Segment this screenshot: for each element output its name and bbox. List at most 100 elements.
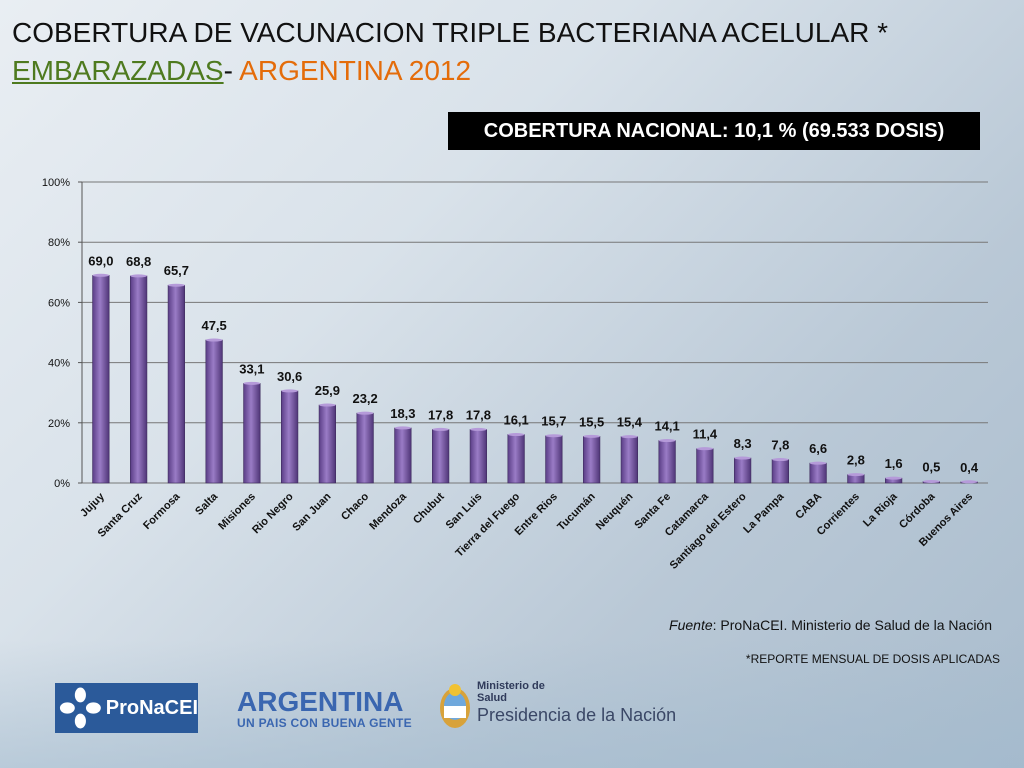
bar bbox=[545, 435, 563, 484]
bar-cap bbox=[847, 473, 865, 477]
bar bbox=[620, 436, 638, 484]
bar-cap bbox=[243, 381, 261, 385]
bar-cap bbox=[356, 411, 374, 415]
y-tick-label: 60% bbox=[48, 297, 70, 309]
bar bbox=[92, 275, 110, 484]
bar bbox=[658, 440, 676, 484]
bar bbox=[696, 448, 714, 484]
bar-cap bbox=[92, 273, 110, 277]
title-dash: - bbox=[223, 55, 240, 86]
value-label: 15,4 bbox=[617, 415, 643, 430]
value-label: 7,8 bbox=[771, 438, 789, 453]
category-label: La Pampa bbox=[741, 490, 787, 536]
bar-cap bbox=[130, 274, 147, 278]
argentina-logo-slogan: UN PAIS CON BUENA GENTE bbox=[237, 716, 412, 730]
bar-layer bbox=[92, 273, 978, 484]
bar bbox=[243, 383, 261, 484]
value-label: 8,3 bbox=[734, 436, 752, 451]
category-label: Tierra del Fuego bbox=[453, 490, 522, 559]
category-label: San Juan bbox=[290, 490, 333, 533]
category-label: Mendoza bbox=[367, 490, 409, 532]
grid-layer: 0% 20% 40% 60% 80% 100% bbox=[42, 177, 988, 490]
bar-cap bbox=[885, 476, 902, 480]
ministerio-logo: Ministerio de Salud Presidencia de la Na… bbox=[437, 680, 676, 732]
bar-cap bbox=[772, 458, 789, 462]
ministerio-line2: Salud bbox=[477, 692, 507, 704]
bar-cap bbox=[432, 427, 449, 431]
category-label: Chaco bbox=[339, 490, 371, 522]
value-label: 17,8 bbox=[428, 407, 453, 422]
value-label: 18,3 bbox=[390, 406, 415, 421]
page-title: COBERTURA DE VACUNACION TRIPLE BACTERIAN… bbox=[12, 14, 888, 90]
bar bbox=[583, 436, 601, 484]
y-tick-label: 0% bbox=[54, 478, 70, 490]
bar bbox=[281, 390, 299, 484]
argentina-logo: ARGENTINA UN PAIS CON BUENA GENTE bbox=[237, 686, 412, 731]
category-label: Salta bbox=[193, 490, 221, 518]
title-line2: EMBARAZADAS- ARGENTINA 2012 bbox=[12, 52, 888, 90]
value-label: 30,6 bbox=[277, 369, 302, 384]
bar-cap bbox=[734, 456, 751, 460]
title-embarazadas: EMBARAZADAS bbox=[12, 55, 224, 86]
value-label: 0,5 bbox=[922, 459, 940, 474]
category-label: Tucumán bbox=[555, 490, 598, 533]
bar-cap bbox=[470, 427, 487, 431]
bar bbox=[469, 429, 487, 484]
value-label: 23,2 bbox=[352, 391, 377, 406]
ministerio-line3: Presidencia de la Nación bbox=[477, 705, 677, 725]
bar bbox=[734, 457, 752, 484]
value-label: 47,5 bbox=[201, 318, 226, 333]
national-seal-icon bbox=[440, 684, 470, 728]
bar bbox=[394, 427, 412, 484]
title-line1: COBERTURA DE VACUNACION TRIPLE BACTERIAN… bbox=[12, 17, 889, 48]
value-label: 65,7 bbox=[164, 263, 189, 278]
bar bbox=[205, 339, 223, 484]
pronacei-logo-text: ProNaCEI bbox=[105, 696, 198, 719]
bar bbox=[318, 404, 336, 484]
bar-cap bbox=[281, 389, 298, 393]
bar bbox=[809, 462, 827, 484]
y-tick-label: 40% bbox=[48, 358, 70, 370]
y-tick-label: 20% bbox=[48, 418, 70, 430]
value-label: 1,6 bbox=[885, 456, 903, 471]
value-label: 33,1 bbox=[239, 361, 264, 376]
bar-cap bbox=[319, 403, 336, 407]
value-label: 15,5 bbox=[579, 414, 604, 429]
y-tick-label: 80% bbox=[48, 237, 70, 249]
bar-cap bbox=[583, 434, 600, 438]
y-tick-label: 100% bbox=[42, 177, 70, 189]
value-label: 2,8 bbox=[847, 453, 865, 468]
value-label: 6,6 bbox=[809, 441, 827, 456]
category-label: Chubut bbox=[411, 490, 447, 526]
argentina-logo-title: ARGENTINA bbox=[237, 686, 404, 717]
category-label: Santiago del Estero bbox=[668, 490, 749, 571]
bar bbox=[432, 429, 450, 484]
bar-cap bbox=[168, 283, 185, 287]
value-label: 69,0 bbox=[88, 253, 113, 268]
ministerio-line1: Ministerio de bbox=[477, 680, 545, 692]
bar-cap bbox=[545, 434, 563, 438]
category-label: Jujuy bbox=[78, 490, 107, 519]
category-label: Neuquén bbox=[594, 490, 636, 532]
value-label: 25,9 bbox=[315, 383, 340, 398]
bar bbox=[771, 459, 789, 484]
title-argentina-2012: ARGENTINA 2012 bbox=[239, 55, 472, 86]
value-label: 68,8 bbox=[126, 254, 151, 269]
bar-cap bbox=[923, 479, 940, 483]
bar bbox=[130, 275, 148, 484]
category-label: La Rioja bbox=[861, 490, 900, 529]
national-coverage-box: COBERTURA NACIONAL: 10,1 % (69.533 DOSIS… bbox=[448, 112, 980, 150]
source-text: : ProNaCEI. Ministerio de Salud de la Na… bbox=[712, 617, 992, 633]
category-label: Formosa bbox=[141, 490, 183, 532]
bar-cap bbox=[809, 461, 827, 465]
bar bbox=[167, 284, 185, 484]
value-label: 14,1 bbox=[654, 419, 679, 434]
bar-cap bbox=[696, 447, 714, 451]
value-label: 11,4 bbox=[693, 427, 718, 442]
bar-cap bbox=[621, 435, 638, 439]
bar-cap bbox=[658, 439, 676, 443]
report-note: *REPORTE MENSUAL DE DOSIS APLICADAS bbox=[745, 652, 1000, 666]
bar-cap bbox=[205, 338, 223, 342]
pronacei-flower-icon bbox=[59, 687, 101, 729]
